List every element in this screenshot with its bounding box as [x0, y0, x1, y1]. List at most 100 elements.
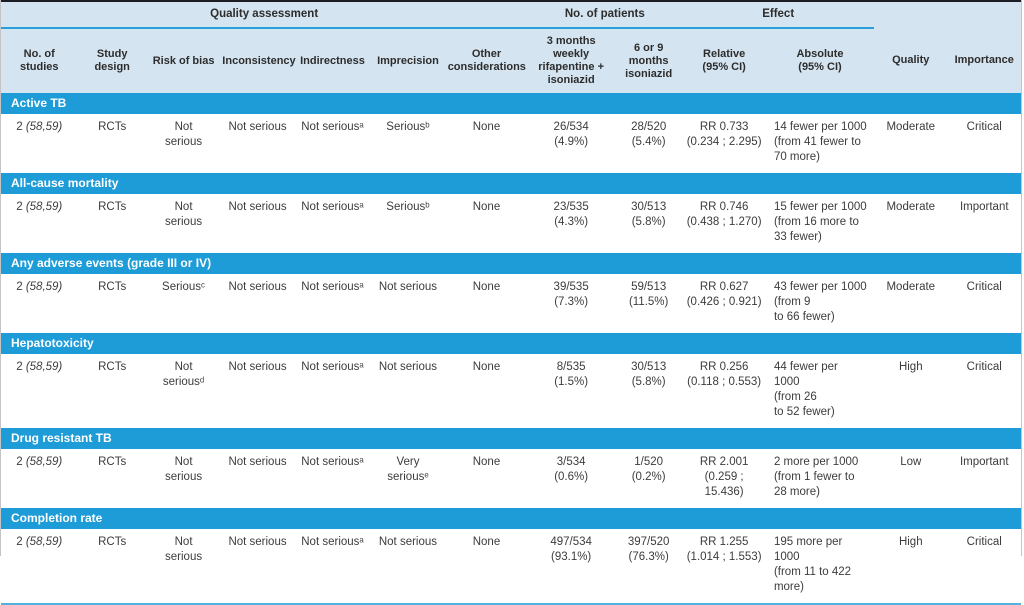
- cell-relative-ci: RR 1.255 (1.014 ; 1.553): [682, 529, 766, 604]
- cell-no-of-studies: 2 (58,59): [1, 114, 78, 173]
- section-title-all-cause-mortality: All-cause mortality: [1, 173, 1021, 194]
- col-header-absolute-ci: Absolute (95% CI): [796, 48, 844, 73]
- table-row-drug-resistant-tb: 2 (58,59) RCTs Not serious Not serious N…: [1, 449, 1021, 508]
- cell-other-considerations: None: [445, 449, 528, 508]
- cell-quality: Moderate: [874, 194, 948, 253]
- cell-indirectness: Not seriousᵃ: [294, 114, 371, 173]
- col-header-importance: Importance: [954, 54, 1014, 66]
- cell-imprecision: Not serious: [370, 354, 446, 428]
- cell-absolute-ci: 195 more per 1000 (from 11 to 422 more): [765, 529, 875, 604]
- cell-study-design: RCTs: [77, 274, 147, 333]
- studies-count: 2: [16, 121, 23, 133]
- cell-no-of-studies: 2 (58,59): [1, 194, 78, 253]
- col-header-relative-ci: Relative (95% CI): [702, 48, 746, 73]
- cell-relative-ci: RR 0.256 (0.118 ; 0.553): [682, 354, 766, 428]
- group-header-quality-assessment: Quality assessment: [1, 1, 528, 29]
- cell-indirectness: Not seriousᵃ: [294, 354, 371, 428]
- section-band-active-tb: Active TB: [1, 93, 1021, 114]
- section-title-active-tb: Active TB: [1, 93, 1021, 114]
- cell-study-design: RCTs: [77, 114, 147, 173]
- cell-no-of-studies: 2 (58,59): [1, 274, 78, 333]
- studies-count: 2: [16, 361, 23, 373]
- cell-quality: Low: [874, 449, 948, 508]
- cell-importance: Important: [947, 449, 1021, 508]
- studies-refs: (58,59): [25, 536, 63, 548]
- cell-patients-rifapentine: 26/534 (4.9%): [527, 114, 615, 173]
- studies-count: 2: [16, 201, 23, 213]
- col-header-no-of-studies: No. of studies: [19, 48, 59, 73]
- cell-inconsistency: Not serious: [220, 529, 295, 604]
- cell-indirectness: Not seriousᵃ: [294, 529, 371, 604]
- cell-no-of-studies: 2 (58,59): [1, 449, 78, 508]
- section-band-adverse-events: Any adverse events (grade III or IV): [1, 253, 1021, 274]
- cell-relative-ci: RR 0.746 (0.438 ; 1.270): [682, 194, 766, 253]
- cell-other-considerations: None: [445, 529, 528, 604]
- table-row-all-cause-mortality: 2 (58,59) RCTs Not serious Not serious N…: [1, 194, 1021, 253]
- cell-study-design: RCTs: [77, 354, 147, 428]
- group-header-spacer-importance: [947, 1, 1021, 28]
- cell-quality: Moderate: [874, 274, 948, 333]
- cell-no-of-studies: 2 (58,59): [1, 354, 78, 428]
- table-row-hepatotoxicity: 2 (58,59) RCTs Not seriousᵈ Not serious …: [1, 354, 1021, 428]
- cell-no-of-studies: 2 (58,59): [1, 529, 78, 604]
- cell-patients-isoniazid: 1/520 (0.2%): [615, 449, 683, 508]
- cell-relative-ci: RR 0.733 (0.234 ; 2.295): [682, 114, 766, 173]
- section-band-hepatotoxicity: Hepatotoxicity: [1, 333, 1021, 354]
- studies-refs: (58,59): [25, 456, 63, 468]
- col-header-patients-rifapentine: 3 months weekly rifapentine + isoniazid: [538, 35, 604, 86]
- cell-relative-ci: RR 0.627 (0.426 ; 0.921): [682, 274, 766, 333]
- cell-patients-rifapentine: 8/535 (1.5%): [527, 354, 615, 428]
- cell-imprecision: Seriousᵇ: [370, 194, 446, 253]
- cell-inconsistency: Not serious: [220, 114, 295, 173]
- col-header-imprecision: Imprecision: [377, 54, 439, 67]
- table-row-completion-rate: 2 (58,59) RCTs Not serious Not serious N…: [1, 529, 1021, 604]
- col-header-indirectness: Indirectness: [300, 54, 365, 67]
- table-header: Quality assessment No. of patients Effec…: [1, 1, 1021, 93]
- studies-refs: (58,59): [25, 201, 63, 213]
- cell-relative-ci: RR 2.001 (0.259 ; 15.436): [682, 449, 766, 508]
- cell-risk-of-bias: Not serious: [146, 449, 221, 508]
- cell-study-design: RCTs: [77, 529, 147, 604]
- studies-refs: (58,59): [25, 361, 63, 373]
- cell-quality: High: [874, 354, 948, 428]
- cell-inconsistency: Not serious: [220, 274, 295, 333]
- cell-indirectness: Not seriousᵃ: [294, 449, 371, 508]
- cell-importance: Critical: [947, 274, 1021, 333]
- section-band-completion-rate: Completion rate: [1, 508, 1021, 529]
- table-row-active-tb: 2 (58,59) RCTs Not serious Not serious N…: [1, 114, 1021, 173]
- cell-indirectness: Not seriousᵃ: [294, 194, 371, 253]
- cell-absolute-ci: 44 fewer per 1000 (from 26 to 52 fewer): [765, 354, 875, 428]
- table-body: Active TB 2 (58,59) RCTs Not serious Not…: [1, 93, 1021, 604]
- col-header-study-design: Study design: [94, 48, 130, 73]
- cell-importance: Critical: [947, 114, 1021, 173]
- section-title-drug-resistant-tb: Drug resistant TB: [1, 428, 1021, 449]
- studies-refs: (58,59): [25, 121, 63, 133]
- section-title-completion-rate: Completion rate: [1, 508, 1021, 529]
- cell-patients-isoniazid: 30/513 (5.8%): [615, 354, 683, 428]
- cell-risk-of-bias: Not serious: [146, 114, 221, 173]
- cell-other-considerations: None: [445, 194, 528, 253]
- cell-risk-of-bias: Not serious: [146, 529, 221, 604]
- cell-importance: Critical: [947, 529, 1021, 604]
- cell-quality: High: [874, 529, 948, 604]
- cell-patients-rifapentine: 23/535 (4.3%): [527, 194, 615, 253]
- col-header-risk-of-bias: Risk of bias: [152, 54, 215, 67]
- cell-absolute-ci: 43 fewer per 1000 (from 9 to 66 fewer): [765, 274, 875, 333]
- cell-study-design: RCTs: [77, 194, 147, 253]
- cell-imprecision: Not serious: [370, 274, 446, 333]
- group-header-spacer-quality: [874, 1, 947, 28]
- cell-importance: Important: [947, 194, 1021, 253]
- cell-absolute-ci: 2 more per 1000 (from 1 fewer to 28 more…: [765, 449, 875, 508]
- group-header-row: Quality assessment No. of patients Effec…: [1, 1, 1021, 29]
- cell-imprecision: Seriousᵇ: [370, 114, 446, 173]
- cell-patients-rifapentine: 3/534 (0.6%): [527, 449, 615, 508]
- cell-patients-isoniazid: 397/520 (76.3%): [615, 529, 683, 604]
- cell-other-considerations: None: [445, 114, 528, 173]
- studies-count: 2: [16, 281, 23, 293]
- cell-quality: Moderate: [874, 114, 948, 173]
- cell-other-considerations: None: [445, 354, 528, 428]
- cell-risk-of-bias: Not seriousᵈ: [146, 354, 221, 428]
- cell-patients-isoniazid: 28/520 (5.4%): [615, 114, 683, 173]
- cell-imprecision: Very seriousᵉ: [370, 449, 446, 508]
